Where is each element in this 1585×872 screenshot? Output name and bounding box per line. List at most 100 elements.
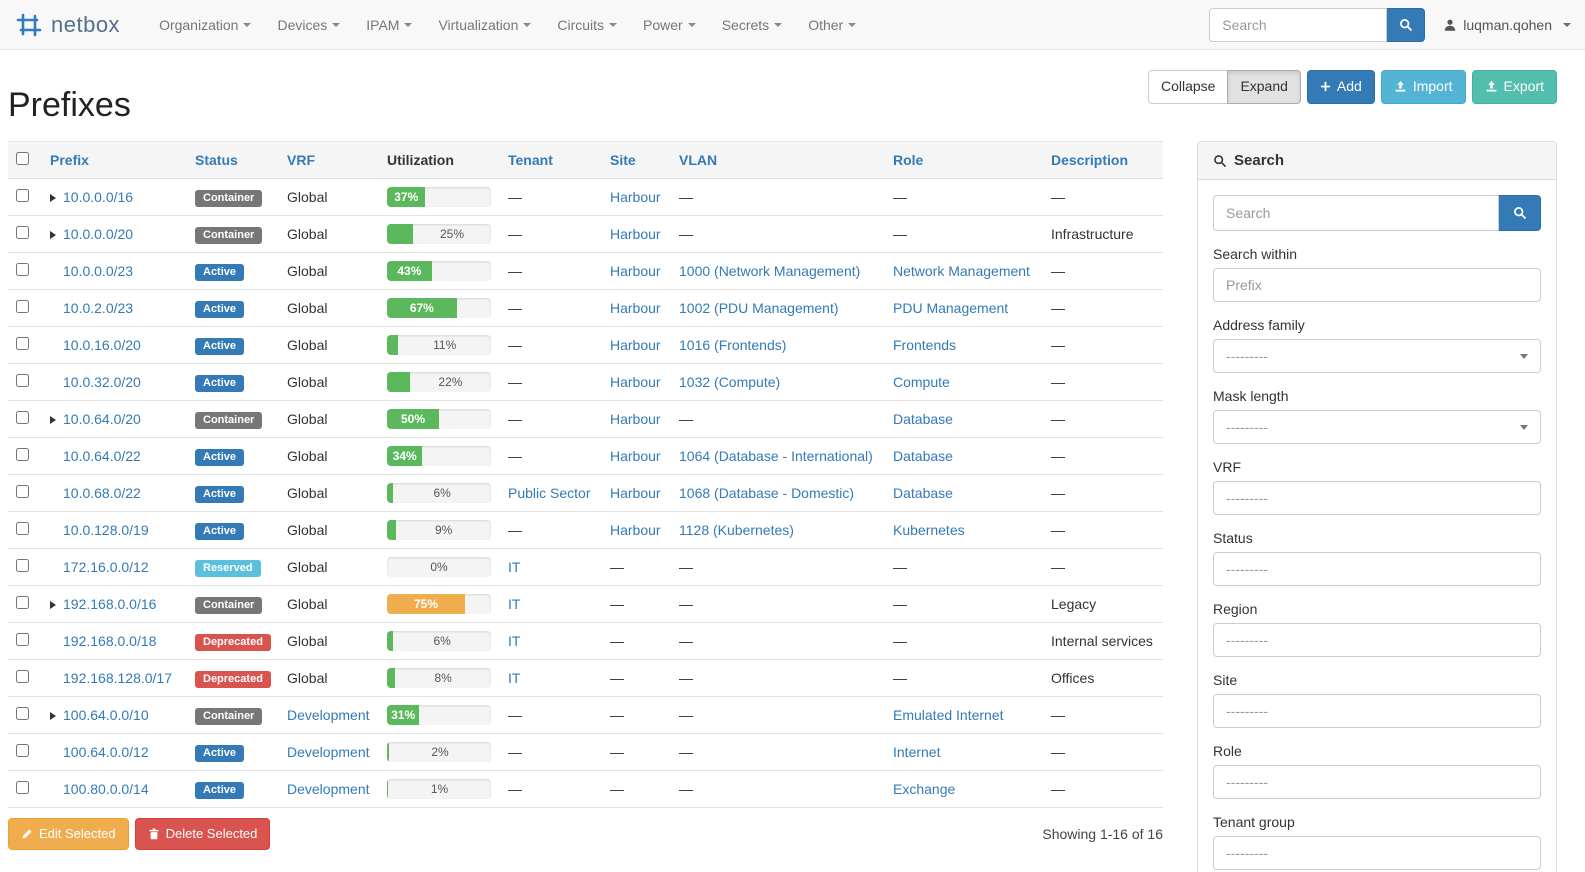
row-checkbox[interactable] — [16, 522, 29, 535]
vlan-link[interactable]: 1064 (Database - International) — [679, 448, 873, 464]
row-checkbox[interactable] — [16, 781, 29, 794]
role-link[interactable]: Database — [893, 485, 953, 501]
vlan-link[interactable]: 1016 (Frontends) — [679, 337, 787, 353]
row-checkbox[interactable] — [16, 633, 29, 646]
nav-menu-power[interactable]: Power — [630, 0, 709, 50]
vlan-link[interactable]: 1068 (Database - Domestic) — [679, 485, 855, 501]
row-checkbox[interactable] — [16, 374, 29, 387]
role-link[interactable]: Frontends — [893, 337, 957, 353]
filter-select-site[interactable]: --------- — [1213, 694, 1541, 728]
filter-select-mask-length[interactable]: --------- — [1213, 410, 1541, 444]
prefix-link[interactable]: 10.0.16.0/20 — [63, 337, 141, 353]
prefix-link[interactable]: 10.0.64.0/20 — [63, 411, 141, 427]
role-link[interactable]: Network Management — [893, 263, 1030, 279]
site-link[interactable]: Harbour — [610, 263, 661, 279]
tenant-link[interactable]: IT — [508, 670, 521, 686]
role-link[interactable]: PDU Management — [893, 300, 1009, 316]
role-link[interactable]: Kubernetes — [893, 522, 965, 538]
prefix-link[interactable]: 192.168.128.0/17 — [63, 670, 172, 686]
column-header-vrf[interactable]: VRF — [279, 141, 379, 179]
column-header-vlan[interactable]: VLAN — [671, 141, 885, 179]
prefix-link[interactable]: 100.64.0.0/12 — [63, 744, 149, 760]
row-checkbox[interactable] — [16, 226, 29, 239]
filter-search-button[interactable] — [1499, 195, 1541, 231]
prefix-link[interactable]: 10.0.0.0/16 — [63, 189, 134, 205]
site-link[interactable]: Harbour — [610, 411, 661, 427]
expand-toggle-icon[interactable] — [50, 707, 63, 723]
edit-selected-button[interactable]: Edit Selected — [8, 818, 129, 851]
column-header-site[interactable]: Site — [602, 141, 671, 179]
row-checkbox[interactable] — [16, 337, 29, 350]
nav-menu-virtualization[interactable]: Virtualization — [425, 0, 544, 50]
user-menu[interactable]: luqman.qohen — [1443, 17, 1571, 33]
row-checkbox[interactable] — [16, 744, 29, 757]
navbar-search-input[interactable] — [1209, 7, 1388, 42]
column-header-description[interactable]: Description — [1043, 141, 1163, 179]
add-button[interactable]: Add — [1306, 70, 1375, 104]
filter-select-region[interactable]: --------- — [1213, 623, 1541, 657]
role-link[interactable]: Database — [893, 411, 953, 427]
vrf-link[interactable]: Development — [287, 707, 370, 723]
site-link[interactable]: Harbour — [610, 485, 661, 501]
collapse-button[interactable]: Collapse — [1147, 70, 1229, 104]
expand-toggle-icon[interactable] — [50, 189, 63, 205]
expand-toggle-icon[interactable] — [50, 411, 63, 427]
site-link[interactable]: Harbour — [610, 226, 661, 242]
site-link[interactable]: Harbour — [610, 337, 661, 353]
tenant-link[interactable]: IT — [508, 596, 521, 612]
row-checkbox[interactable] — [16, 670, 29, 683]
vlan-link[interactable]: 1128 (Kubernetes) — [679, 522, 794, 538]
role-link[interactable]: Internet — [893, 744, 941, 760]
prefix-link[interactable]: 172.16.0.0/12 — [63, 559, 149, 575]
site-link[interactable]: Harbour — [610, 448, 661, 464]
row-checkbox[interactable] — [16, 596, 29, 609]
tenant-link[interactable]: IT — [508, 559, 521, 575]
site-link[interactable]: Harbour — [610, 374, 661, 390]
role-link[interactable]: Emulated Internet — [893, 707, 1004, 723]
netbox-brand[interactable]: netbox — [14, 11, 120, 39]
site-link[interactable]: Harbour — [610, 300, 661, 316]
prefix-link[interactable]: 192.168.0.0/16 — [63, 596, 157, 612]
vrf-link[interactable]: Development — [287, 781, 370, 797]
vlan-link[interactable]: 1032 (Compute) — [679, 374, 781, 390]
filter-select-address-family[interactable]: --------- — [1213, 339, 1541, 373]
prefix-link[interactable]: 10.0.0.0/23 — [63, 263, 134, 279]
navbar-search-button[interactable] — [1387, 7, 1426, 42]
filter-select-status[interactable]: --------- — [1213, 552, 1541, 586]
prefix-link[interactable]: 10.0.128.0/19 — [63, 522, 149, 538]
tenant-link[interactable]: Public Sector — [508, 485, 591, 501]
import-button[interactable]: Import — [1380, 70, 1466, 104]
row-checkbox[interactable] — [16, 448, 29, 461]
row-checkbox[interactable] — [16, 189, 29, 202]
nav-menu-devices[interactable]: Devices — [264, 0, 353, 50]
prefix-link[interactable]: 10.0.32.0/20 — [63, 374, 141, 390]
filter-input-search-within[interactable] — [1213, 268, 1541, 302]
site-link[interactable]: Harbour — [610, 522, 661, 538]
nav-menu-organization[interactable]: Organization — [146, 0, 264, 50]
vrf-link[interactable]: Development — [287, 744, 370, 760]
row-checkbox[interactable] — [16, 411, 29, 424]
prefix-link[interactable]: 10.0.0.0/20 — [63, 226, 134, 242]
delete-selected-button[interactable]: Delete Selected — [134, 818, 271, 851]
select-all-checkbox[interactable] — [16, 152, 29, 165]
nav-menu-circuits[interactable]: Circuits — [544, 0, 630, 50]
role-link[interactable]: Compute — [893, 374, 950, 390]
nav-menu-other[interactable]: Other — [795, 0, 869, 50]
filter-search-input[interactable] — [1213, 195, 1499, 231]
role-link[interactable]: Exchange — [893, 781, 956, 797]
expand-toggle-icon[interactable] — [50, 596, 63, 612]
row-checkbox[interactable] — [16, 707, 29, 720]
row-checkbox[interactable] — [16, 485, 29, 498]
nav-menu-secrets[interactable]: Secrets — [709, 0, 795, 50]
prefix-link[interactable]: 100.80.0.0/14 — [63, 781, 149, 797]
filter-select-vrf[interactable]: --------- — [1213, 481, 1541, 515]
filter-select-role[interactable]: --------- — [1213, 765, 1541, 799]
vlan-link[interactable]: 1002 (PDU Management) — [679, 300, 839, 316]
prefix-link[interactable]: 10.0.2.0/23 — [63, 300, 134, 316]
prefix-link[interactable]: 10.0.68.0/22 — [63, 485, 141, 501]
vlan-link[interactable]: 1000 (Network Management) — [679, 263, 861, 279]
prefix-link[interactable]: 100.64.0.0/10 — [63, 707, 149, 723]
site-link[interactable]: Harbour — [610, 189, 661, 205]
column-header-role[interactable]: Role — [885, 141, 1043, 179]
row-checkbox[interactable] — [16, 300, 29, 313]
